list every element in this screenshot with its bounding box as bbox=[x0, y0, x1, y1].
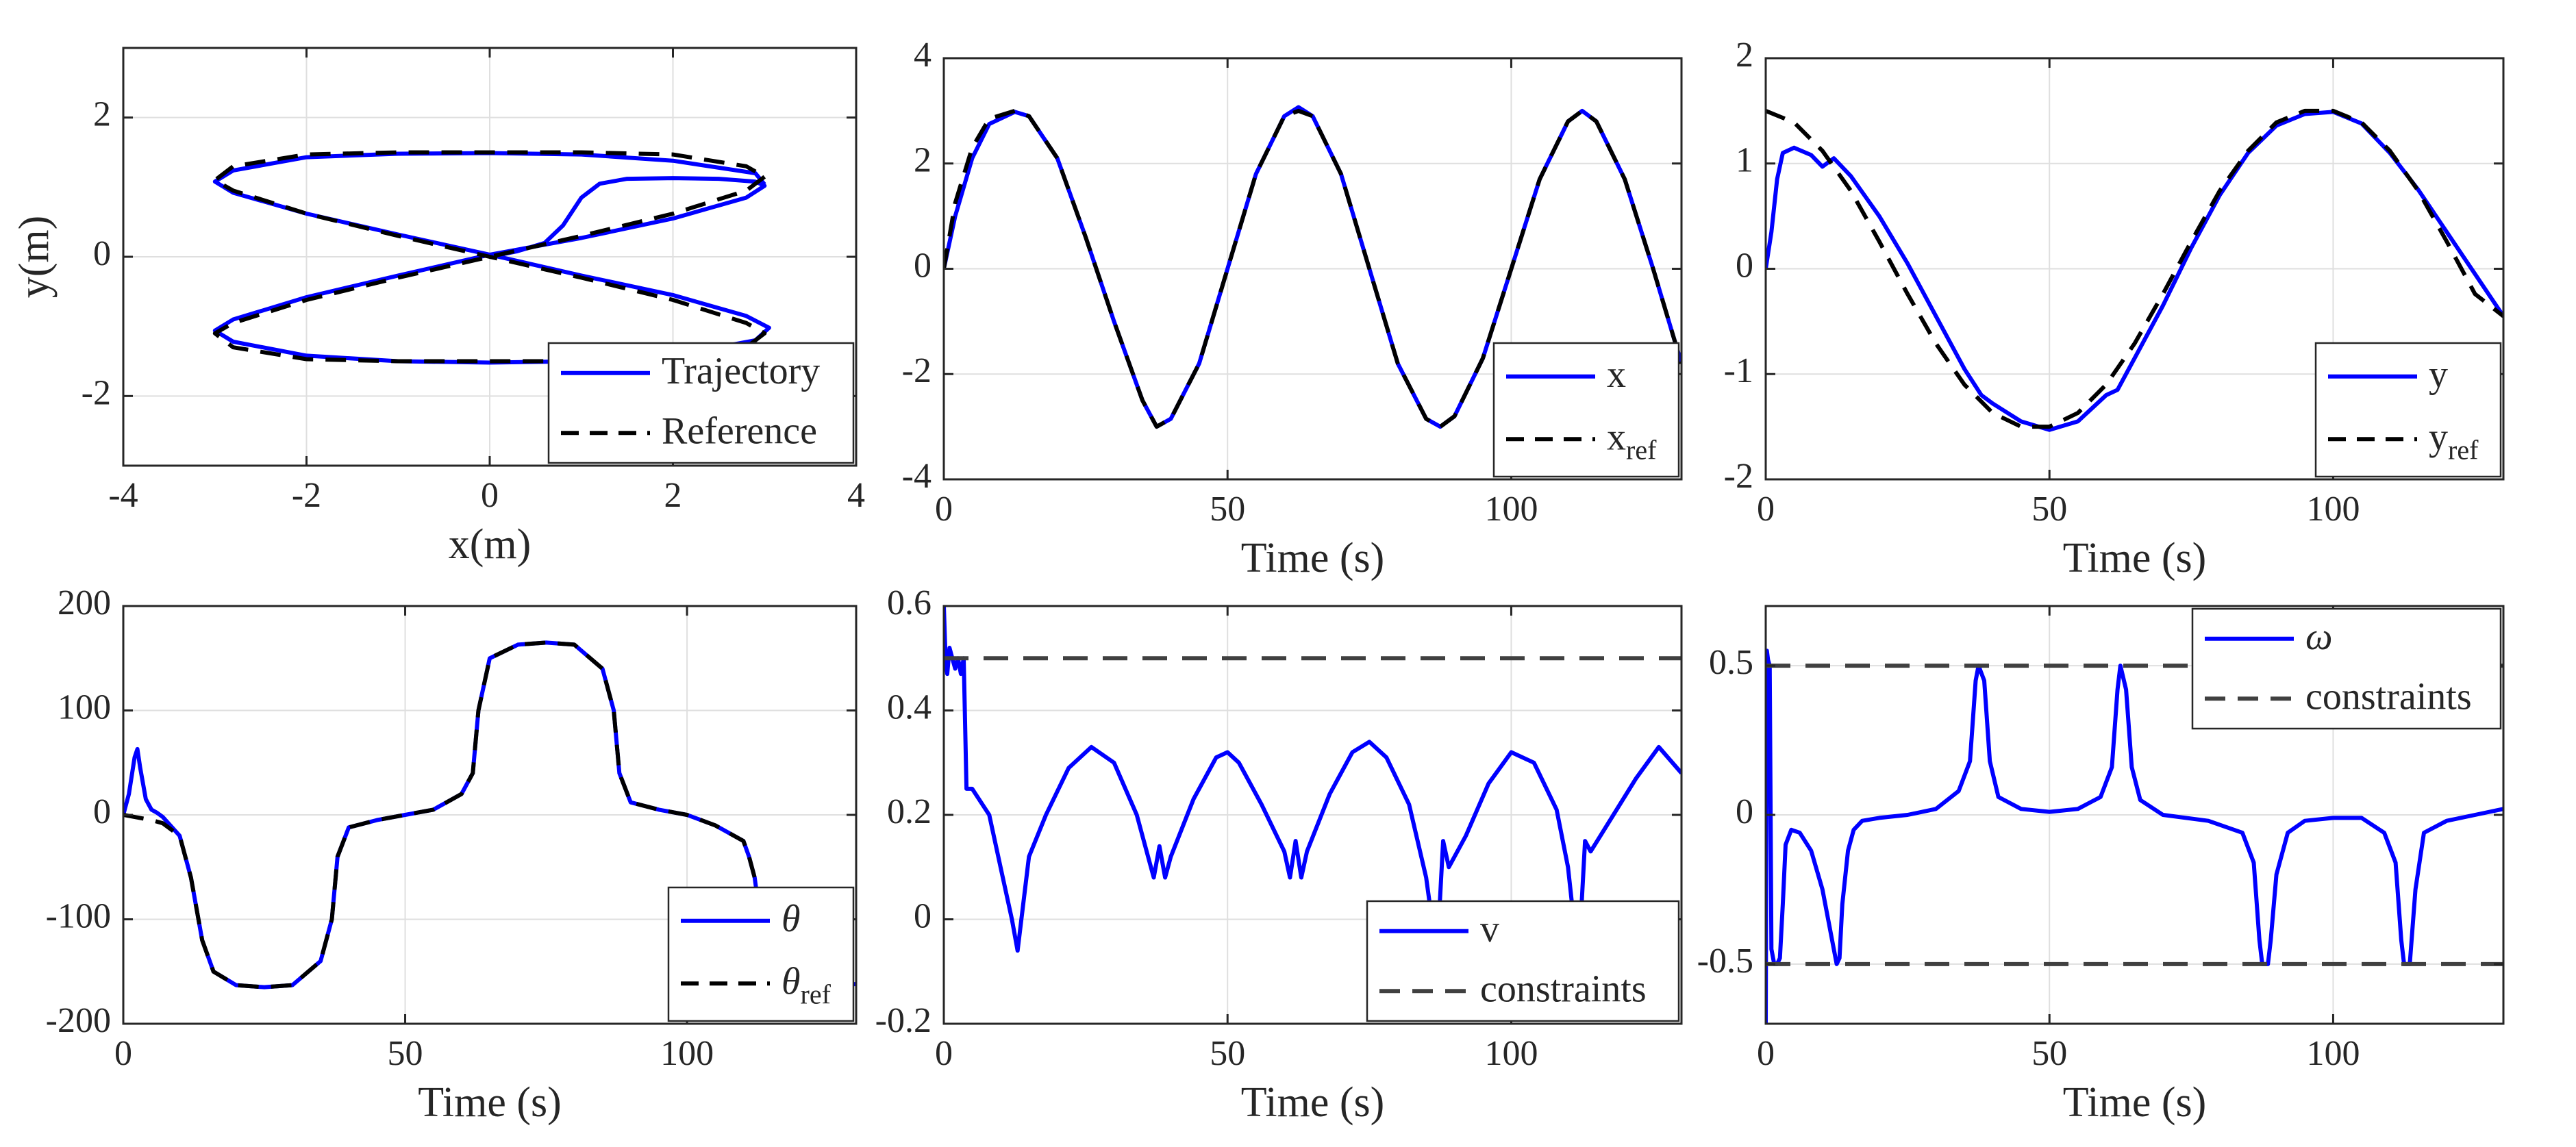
series-group bbox=[123, 640, 856, 990]
x-tick-label: 0 bbox=[935, 490, 953, 529]
series-Reference-line bbox=[212, 150, 767, 364]
y-tick-label: -100 bbox=[46, 896, 111, 935]
chart-theta: 0 50 100 -200 -100 0 100 200 Time (s) θ θref bbox=[46, 583, 858, 1126]
series-group bbox=[1766, 108, 2503, 432]
legend-label: Trajectory bbox=[662, 350, 820, 392]
series-yref-line bbox=[1766, 108, 2503, 429]
series-xref-line bbox=[944, 108, 1681, 429]
y-tick-label: 0.5 bbox=[1709, 643, 1753, 682]
y-tick-label: 100 bbox=[58, 688, 111, 727]
x-axis-label: Time (s) bbox=[2063, 535, 2207, 581]
x-axis-label: Time (s) bbox=[1241, 1079, 1385, 1126]
legend-label: θref bbox=[781, 960, 831, 1009]
legend-label: constraints bbox=[2305, 675, 2472, 718]
y-tick-label: -2 bbox=[1724, 457, 1753, 496]
x-axis-label: Time (s) bbox=[1241, 535, 1385, 581]
x-tick-label: 100 bbox=[2306, 490, 2360, 529]
x-tick-label: 100 bbox=[1484, 1034, 1538, 1073]
y-tick-label: 0.4 bbox=[887, 688, 931, 727]
legend-label: constraints bbox=[1480, 968, 1647, 1010]
legend-box bbox=[2314, 342, 2502, 478]
x-tick-label: 100 bbox=[2306, 1034, 2360, 1073]
y-tick-label: 0.2 bbox=[887, 792, 931, 831]
series-group bbox=[944, 606, 1681, 953]
chart-x: 0 50 100 -4 -2 0 2 4 Time (s) x xref bbox=[902, 36, 1683, 581]
y-tick-label: -0.5 bbox=[1697, 942, 1753, 981]
series--line bbox=[1766, 648, 2503, 1024]
x-tick-label: 50 bbox=[1210, 1034, 1245, 1073]
legend: v constraints bbox=[1366, 900, 1680, 1022]
legend: y yref bbox=[2314, 342, 2502, 478]
x-tick-label: 50 bbox=[1210, 490, 1245, 529]
series-ref-line bbox=[123, 640, 856, 990]
legend-box bbox=[1366, 900, 1680, 1022]
legend-box bbox=[547, 342, 855, 464]
x-tick-label: 0 bbox=[481, 476, 499, 515]
y-tick-label: 0.6 bbox=[887, 583, 931, 622]
y-tick-label: 0 bbox=[1736, 246, 1753, 285]
y-tick-label: -4 bbox=[902, 457, 931, 496]
y-tick-label: 0 bbox=[93, 234, 111, 273]
x-tick-label: 50 bbox=[388, 1034, 423, 1073]
series-group bbox=[944, 105, 1681, 429]
legend-label: θ bbox=[781, 898, 801, 940]
y-tick-label: 1 bbox=[1736, 141, 1753, 180]
legend-box bbox=[2191, 607, 2502, 730]
y-tick-label: 4 bbox=[914, 36, 931, 75]
y-tick-label: -0.2 bbox=[875, 1001, 931, 1040]
y-tick-label: 200 bbox=[58, 583, 111, 622]
legend-label: ω bbox=[2305, 616, 2333, 658]
legend: Trajectory Reference bbox=[547, 342, 855, 464]
y-tick-label: -2 bbox=[902, 351, 931, 390]
y-tick-label: 0 bbox=[1736, 792, 1753, 831]
x-tick-label: 0 bbox=[114, 1034, 132, 1073]
y-tick-label: -2 bbox=[82, 373, 111, 412]
y-tick-label: -200 bbox=[46, 1001, 111, 1040]
y-tick-label: 2 bbox=[914, 141, 931, 180]
legend-box bbox=[667, 886, 855, 1022]
x-tick-label: -4 bbox=[108, 476, 138, 515]
legend-label: x bbox=[1607, 353, 1626, 396]
x-tick-label: 50 bbox=[2031, 490, 2067, 529]
y-tick-label: -1 bbox=[1724, 351, 1753, 390]
legend: x xref bbox=[1492, 342, 1680, 478]
x-axis-label: x(m) bbox=[449, 521, 532, 568]
legend: θ θref bbox=[667, 886, 855, 1022]
x-tick-label: 0 bbox=[935, 1034, 953, 1073]
y-tick-label: 0 bbox=[914, 896, 931, 935]
chart-xy: -4 -2 0 2 4 -2 0 2 x(m) y(m) Trajectory Reference bbox=[11, 47, 865, 568]
chart-omega: 0 50 100 -0.5 0 0.5 Time (s) ω constraints bbox=[1697, 605, 2505, 1126]
y-tick-label: 0 bbox=[914, 246, 931, 285]
x-tick-label: 4 bbox=[847, 476, 865, 515]
legend-label: Reference bbox=[662, 409, 817, 452]
x-axis-label: Time (s) bbox=[418, 1079, 562, 1126]
legend-label: xref bbox=[1607, 416, 1657, 465]
y-axis-label: y(m) bbox=[11, 216, 58, 299]
y-tick-label: 0 bbox=[93, 792, 111, 831]
legend: ω constraints bbox=[2191, 607, 2502, 730]
x-tick-label: 50 bbox=[2031, 1034, 2067, 1073]
y-tick-label: 2 bbox=[93, 95, 111, 134]
chart-y: 0 50 100 -2 -1 0 1 2 Time (s) y yref bbox=[1724, 36, 2505, 581]
legend-label: v bbox=[1480, 908, 1499, 950]
legend-label: y bbox=[2429, 353, 2448, 396]
x-tick-label: 100 bbox=[1484, 490, 1538, 529]
x-axis-label: Time (s) bbox=[2063, 1079, 2207, 1126]
legend-label: yref bbox=[2429, 416, 2479, 465]
x-tick-label: 0 bbox=[1757, 1034, 1775, 1073]
x-tick-label: 100 bbox=[660, 1034, 714, 1073]
y-tick-label: 2 bbox=[1736, 36, 1753, 75]
series-group bbox=[212, 150, 771, 365]
x-tick-label: 0 bbox=[1757, 490, 1775, 529]
legend-box bbox=[1492, 342, 1680, 478]
x-tick-label: -2 bbox=[292, 476, 321, 515]
series-v-line bbox=[944, 606, 1681, 953]
x-tick-label: 2 bbox=[664, 476, 682, 515]
